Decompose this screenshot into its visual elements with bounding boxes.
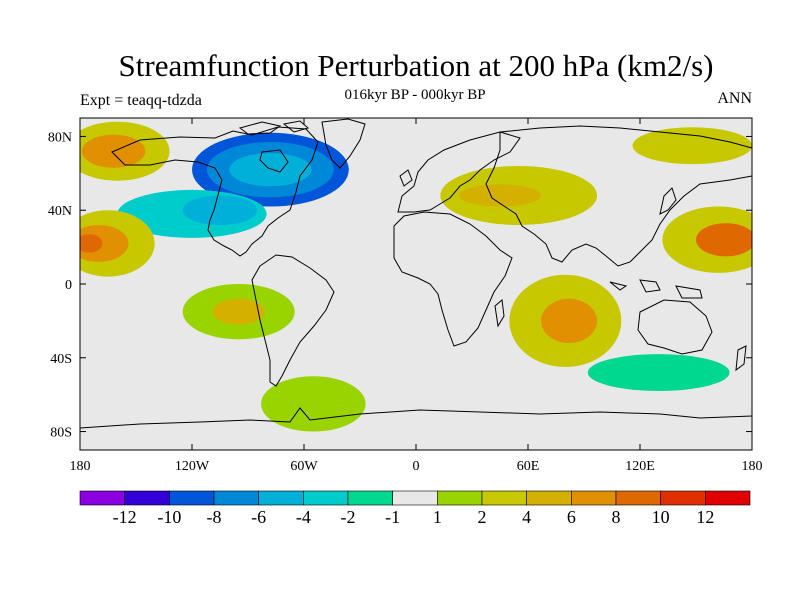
contour-north-pacific-high-6 [80,224,129,262]
colorbar: -12 -10 -8 -6 -4 -2 -1 1 2 4 6 8 10 12 [79,490,751,527]
colorbar-box [124,490,170,506]
x-tick-label: 60E [517,459,540,474]
colorbar-box [169,490,215,506]
axis-ticks: 180 120W 60W 0 60E 120E 180 80N 40N 0 40S 80S [48,118,763,474]
coastline-greenland [321,118,366,169]
colorbar-box [258,490,304,506]
y-tick-label: 80N [48,130,72,145]
colorbar-label: 6 [567,507,576,527]
contour-south-america-high-18 [212,298,265,325]
contour-eurasia-high-11 [458,184,542,207]
plot-title: Streamfunction Perturbation at 200 hPa (… [118,48,714,83]
contour-field [80,121,752,432]
colorbar-box [615,490,661,506]
contour-north-pacific-high-7 [80,234,103,253]
x-tick-label: 180 [70,459,91,474]
y-tick-label: 80S [50,426,72,441]
colorbar-box [705,490,751,506]
coastline-hudson-bay [259,149,289,173]
y-tick-label: 0 [65,278,72,293]
season-label: ANN [717,90,752,107]
colorbar-box [213,490,259,506]
x-tick-label: 60W [290,459,318,474]
contour-southern-ocean-high-20 [261,376,366,432]
coastline-arctic-islands [238,120,310,135]
colorbar-label: -8 [207,507,222,527]
colorbar-box [437,490,483,506]
map-background [80,118,752,450]
coastline-australia [637,299,713,355]
colorbar-label: -12 [113,507,137,527]
colorbar-box [660,490,706,506]
colorbar-label: -1 [385,507,400,527]
x-tick-label: 120W [175,459,210,474]
colorbar-box [79,490,125,506]
x-tick-label: 180 [742,459,763,474]
contour-south-indian-high-16 [541,298,598,344]
coastline-indonesia [609,279,703,299]
y-tick-label: 40N [48,204,72,219]
colorbar-label: 2 [478,507,487,527]
coastline-north-america [111,126,319,257]
colorbar-label: 10 [652,507,670,527]
colorbar-label: 12 [696,507,714,527]
y-tick-label: 40S [50,352,72,367]
coastline-antarctica [80,407,752,429]
colorbar-label: -2 [341,507,356,527]
coastline-africa [393,211,513,347]
coastline-south-america [251,254,335,387]
contour-southern-ocean-low-19 [587,354,730,391]
coastline-asia [485,125,752,267]
colorbar-label: 1 [433,507,442,527]
colorbar-label: -6 [251,507,266,527]
contour-north-pacific-east-low-4 [182,195,258,225]
coastline-europe [397,131,521,213]
colorbar-label: -4 [296,507,311,527]
x-tick-label: 120E [625,459,655,474]
colorbar-label: 8 [612,507,621,527]
colorbar-box [347,490,393,506]
colorbar-label: 4 [522,507,531,527]
coastlines [80,118,752,429]
colorbar-box [571,490,617,506]
coastline-new-zealand [735,345,747,372]
x-tick-label: 0 [413,459,420,474]
colorbar-box [392,490,438,506]
plot-subtitle: 016kyr BP - 000kyr BP [344,87,486,103]
coastline-madagascar [494,299,505,328]
experiment-label: Expt = teaqq-tdzda [80,92,202,109]
contour-north-atlantic-low-2 [229,153,312,187]
colorbar-box [303,490,349,506]
coastline-british-isles [399,169,413,187]
colorbar-label: -10 [157,507,181,527]
contour-west-pacific-high-14 [696,223,752,257]
contour-arctic-russia-high-12 [632,127,752,165]
colorbar-box [481,490,527,506]
colorbar-box [526,490,572,506]
coastline-japan [659,187,677,215]
